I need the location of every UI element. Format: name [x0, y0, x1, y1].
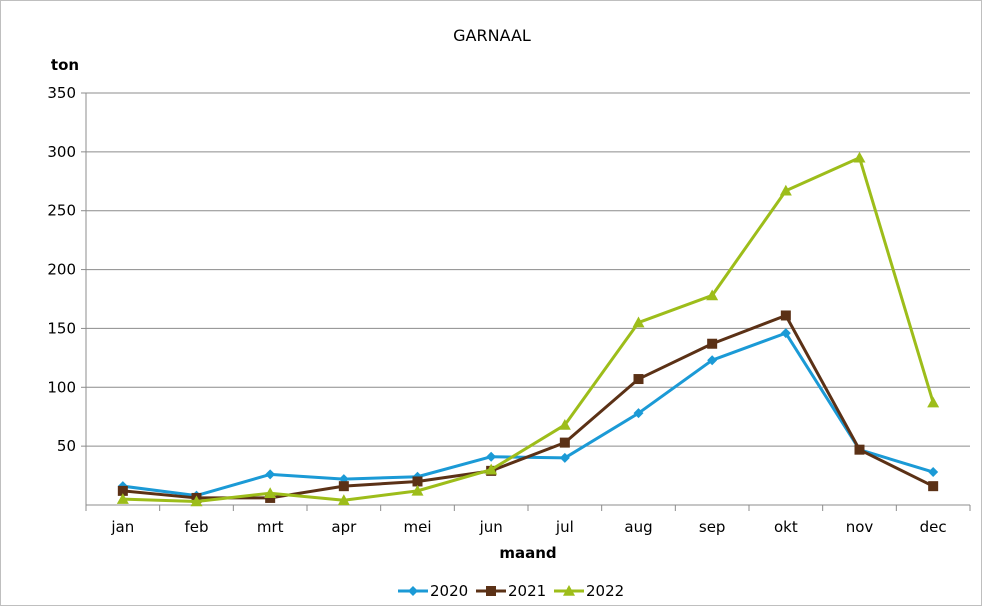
- data-point-2021: [707, 338, 718, 349]
- legend-marker: [486, 586, 496, 596]
- legend-item-2021: 2021: [476, 582, 546, 600]
- x-tick-label: mrt: [257, 518, 284, 536]
- y-axis-title: ton: [51, 56, 79, 74]
- y-tick-label: 250: [47, 202, 76, 220]
- legend-item-2020: 2020: [398, 582, 468, 600]
- data-point-2022: [411, 484, 424, 496]
- data-point-2021: [117, 485, 128, 496]
- data-point-2022: [632, 316, 645, 328]
- series-2020: [117, 328, 939, 501]
- axes: 50 100 150 200 250 300 350 jan feb mrt apr mei jun ju…: [47, 84, 971, 536]
- data-point-2021: [928, 481, 939, 492]
- data-point-2021: [559, 437, 570, 448]
- data-point-2022: [558, 418, 571, 430]
- data-point-2020: [265, 469, 276, 480]
- data-point-2021: [633, 374, 644, 385]
- x-tick-label: aug: [624, 518, 652, 536]
- data-point-2022: [706, 289, 719, 301]
- y-tick-label: 100: [47, 378, 76, 396]
- legend-label: 2022: [586, 582, 624, 600]
- y-tick-label: 200: [47, 261, 76, 279]
- data-point-2022: [485, 463, 498, 475]
- series-group: [116, 151, 940, 507]
- data-point-2021: [412, 476, 423, 487]
- data-point-2020: [559, 452, 570, 463]
- data-point-2021: [338, 481, 349, 492]
- x-tick-label: sep: [699, 518, 726, 536]
- series-line-2022: [122, 156, 935, 503]
- series-line-2020: [122, 331, 934, 498]
- data-point-2021: [780, 310, 791, 321]
- x-tick-label: apr: [331, 518, 357, 536]
- data-point-2022: [337, 494, 350, 506]
- data-point-2022: [190, 495, 203, 507]
- x-tick-label: mei: [403, 518, 431, 536]
- legend-label: 2020: [430, 582, 468, 600]
- gridlines: [86, 92, 970, 447]
- series-2021: [117, 310, 939, 503]
- data-point-2020: [928, 467, 939, 478]
- y-tick-label: 50: [57, 437, 76, 455]
- y-tick-label: 300: [47, 143, 76, 161]
- x-tick-label: dec: [920, 518, 947, 536]
- data-point-2020: [633, 408, 644, 419]
- series-2022: [116, 151, 940, 507]
- series-line-2021: [122, 313, 934, 500]
- data-point-2022: [116, 493, 129, 504]
- legend-marker: [563, 585, 575, 596]
- legend: 2020 2021 2022: [398, 582, 624, 600]
- data-point-2022: [927, 396, 940, 408]
- data-point-2022: [264, 487, 277, 499]
- data-point-2020: [780, 328, 791, 339]
- x-tick-label: jul: [555, 518, 574, 536]
- legend-item-2022: 2022: [554, 582, 624, 600]
- y-tick-label: 150: [47, 319, 76, 337]
- y-tick-label: 350: [47, 84, 76, 102]
- chart-title: GARNAAL: [453, 26, 531, 45]
- data-point-2020: [707, 355, 718, 366]
- x-axis-title: maand: [499, 544, 556, 562]
- data-point-2021: [854, 444, 865, 455]
- x-tick-label: jan: [110, 518, 134, 536]
- x-tick-label: nov: [846, 518, 874, 536]
- data-point-2022: [779, 184, 792, 196]
- legend-label: 2021: [508, 582, 546, 600]
- data-point-2020: [486, 451, 497, 462]
- x-tick-label: okt: [774, 518, 798, 536]
- x-tick-label: jun: [479, 518, 503, 536]
- x-tick-label: feb: [184, 518, 208, 536]
- legend-marker: [408, 586, 418, 596]
- data-point-2022: [853, 151, 866, 163]
